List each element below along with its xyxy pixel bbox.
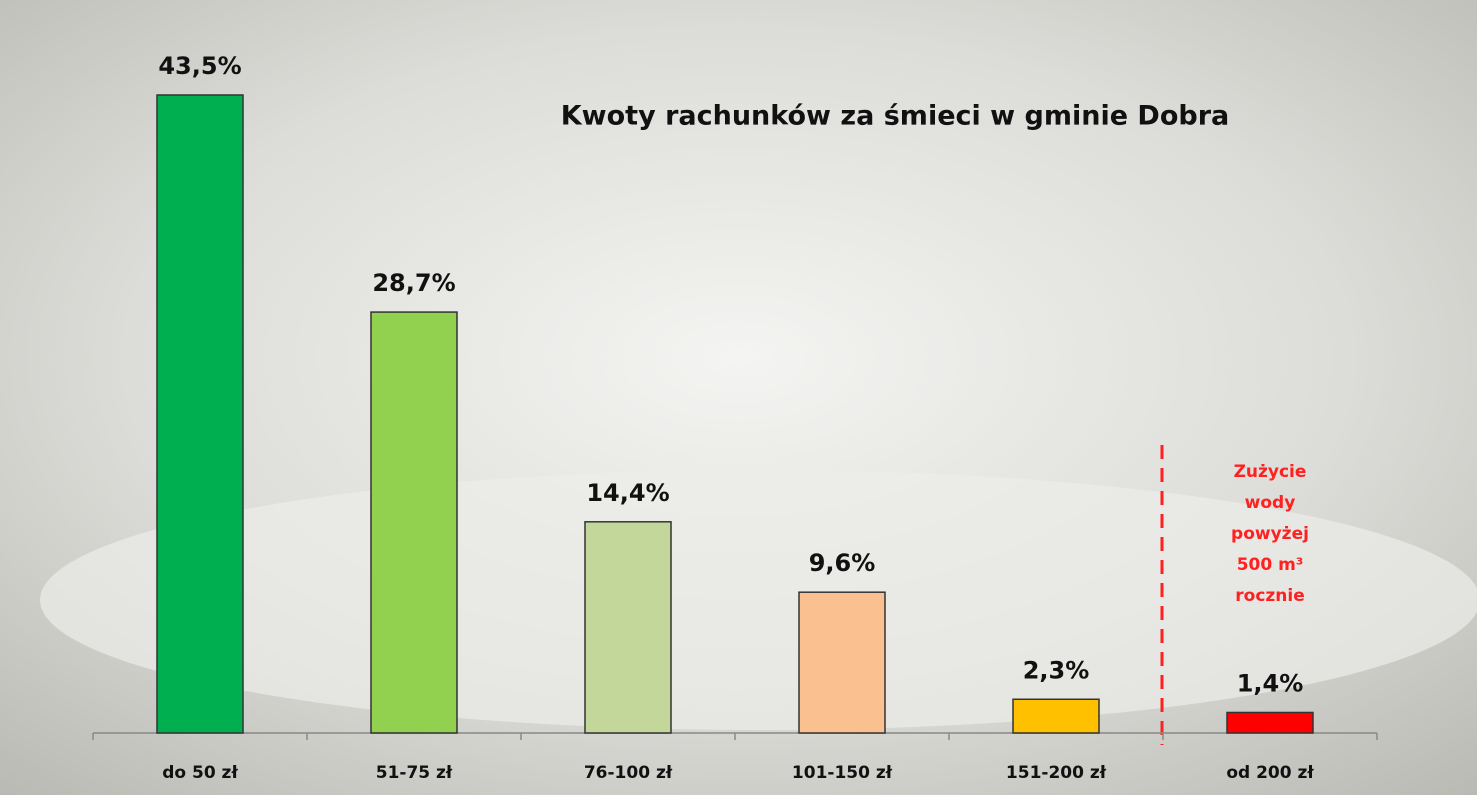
value-label: 9,6% — [809, 549, 876, 577]
x-tick-label: 101-150 zł — [792, 763, 893, 783]
annotation: 500 m³ — [1237, 555, 1304, 575]
value-label: 28,7% — [372, 269, 455, 297]
annotation: Zużycie — [1234, 462, 1307, 482]
value-label: 43,5% — [158, 52, 241, 80]
value-label: 14,4% — [586, 479, 669, 507]
x-tick-label: 51-75 zł — [376, 763, 453, 783]
annotation: rocznie — [1235, 586, 1305, 606]
bar — [798, 591, 886, 734]
annotation: powyżej — [1231, 524, 1309, 544]
bar — [370, 311, 458, 734]
x-tick-label: do 50 zł — [162, 763, 238, 783]
value-label: 2,3% — [1023, 656, 1090, 684]
bar — [1012, 698, 1100, 734]
x-tick-label: 76-100 zł — [584, 763, 673, 783]
x-tick-label: 151-200 zł — [1006, 763, 1107, 783]
value-label: 1,4% — [1237, 669, 1304, 697]
bar — [1226, 711, 1314, 734]
chart-title: Kwoty rachunków za śmieci w gminie Dobra — [561, 101, 1230, 132]
annotation: wody — [1245, 493, 1296, 513]
bar — [156, 94, 244, 734]
bar — [584, 521, 672, 734]
x-tick-label: od 200 zł — [1226, 763, 1314, 783]
